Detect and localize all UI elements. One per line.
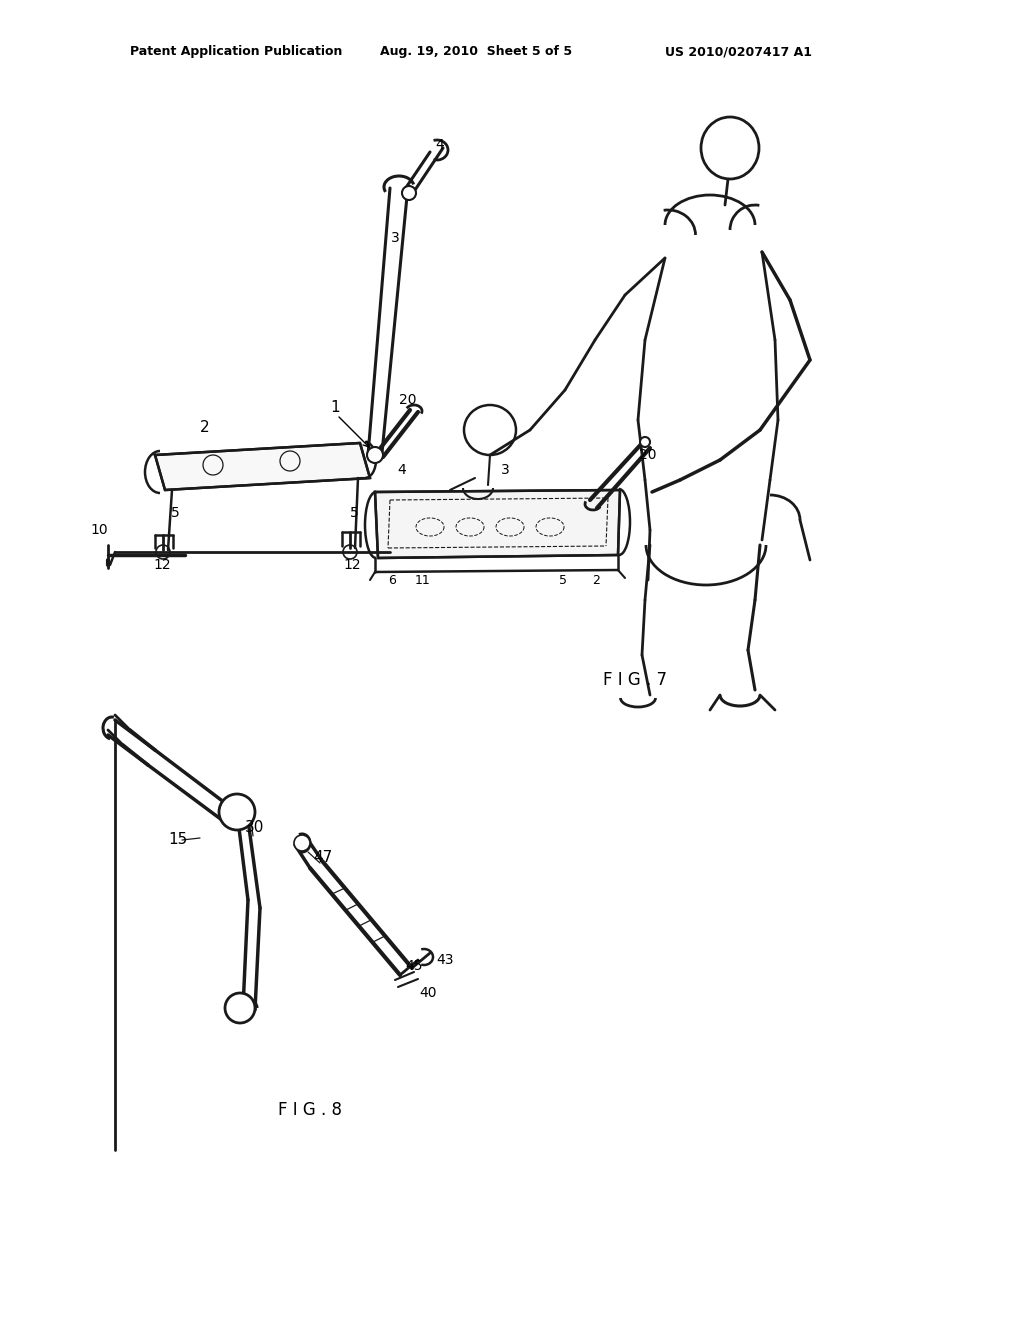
Text: US 2010/0207417 A1: US 2010/0207417 A1 [665, 45, 812, 58]
Text: F I G . 8: F I G . 8 [278, 1101, 342, 1119]
Polygon shape [155, 444, 370, 490]
Text: 3: 3 [501, 463, 509, 477]
Text: 10: 10 [90, 523, 108, 537]
Text: 20: 20 [639, 447, 656, 462]
Text: 2: 2 [200, 421, 210, 436]
Text: 12: 12 [154, 558, 171, 572]
Text: 5: 5 [559, 573, 567, 586]
Circle shape [294, 836, 310, 851]
Text: 40: 40 [419, 986, 437, 1001]
Text: 1: 1 [330, 400, 340, 416]
Text: Aug. 19, 2010  Sheet 5 of 5: Aug. 19, 2010 Sheet 5 of 5 [380, 45, 572, 58]
Text: 47: 47 [313, 850, 333, 866]
Circle shape [219, 795, 255, 830]
Text: 43: 43 [436, 953, 454, 968]
Circle shape [367, 447, 383, 463]
Text: 30: 30 [246, 820, 264, 834]
Text: 4: 4 [435, 139, 444, 152]
Text: Patent Application Publication: Patent Application Publication [130, 45, 342, 58]
Text: 11: 11 [415, 573, 431, 586]
Text: 12: 12 [343, 558, 360, 572]
Polygon shape [375, 490, 620, 558]
Text: 4: 4 [397, 463, 407, 477]
Text: 5: 5 [171, 506, 179, 520]
Text: 5: 5 [349, 506, 358, 520]
Text: 20: 20 [399, 393, 417, 407]
Text: 3: 3 [390, 231, 399, 246]
Text: 6: 6 [388, 573, 396, 586]
Text: 45: 45 [406, 960, 423, 973]
Text: 2: 2 [592, 573, 600, 586]
Circle shape [402, 186, 416, 201]
Circle shape [640, 437, 650, 447]
Text: F I G . 7: F I G . 7 [603, 671, 667, 689]
Circle shape [225, 993, 255, 1023]
Text: 15: 15 [168, 833, 187, 847]
